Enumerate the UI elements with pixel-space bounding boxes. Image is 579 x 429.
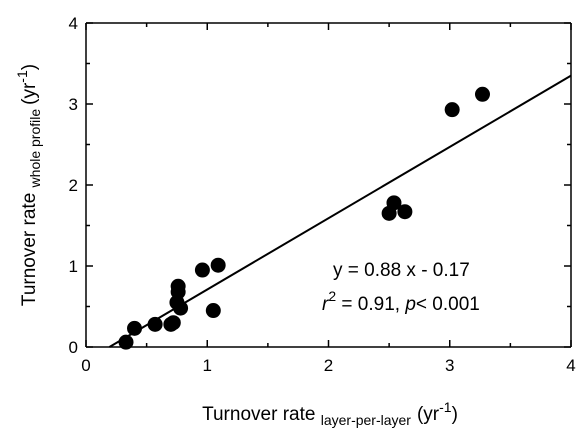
x-tick-label: 3 xyxy=(445,356,454,375)
data-point xyxy=(147,316,163,332)
x-tick-label: 4 xyxy=(566,356,575,375)
data-point xyxy=(173,300,189,316)
data-point xyxy=(397,204,413,220)
stats-annotation: r2 = 0.91, p< 0.001 xyxy=(322,288,480,315)
x-tick-label: 2 xyxy=(324,356,333,375)
data-point xyxy=(170,278,186,294)
data-point xyxy=(127,320,142,336)
data-point xyxy=(474,86,490,102)
x-tick-label: 1 xyxy=(203,356,212,375)
y-tick-label: 2 xyxy=(69,176,78,195)
data-point xyxy=(210,257,226,273)
data-points xyxy=(118,86,490,350)
y-tick-label: 3 xyxy=(69,95,78,114)
x-tick-label: 0 xyxy=(81,356,90,375)
data-point xyxy=(118,334,134,350)
tick-marks xyxy=(85,22,572,348)
y-tick-label: 4 xyxy=(69,14,78,33)
y-tick-label: 0 xyxy=(69,338,78,357)
data-point xyxy=(194,262,210,278)
y-tick-label: 1 xyxy=(69,257,78,276)
y-axis-title: Turnover rate whole profile(yr-1) xyxy=(14,64,43,306)
data-point xyxy=(444,102,460,118)
x-axis-title: Turnover rate layer-per-layer (yr-1) xyxy=(202,399,458,428)
regression-line xyxy=(108,74,572,348)
data-point xyxy=(205,303,221,319)
data-point xyxy=(386,195,402,211)
data-point xyxy=(165,315,181,331)
fit-equation-annotation: y = 0.88 x - 0.17 xyxy=(333,260,470,281)
tick-labels: 0 1 2 3 4 0 1 2 3 4 xyxy=(69,14,576,375)
